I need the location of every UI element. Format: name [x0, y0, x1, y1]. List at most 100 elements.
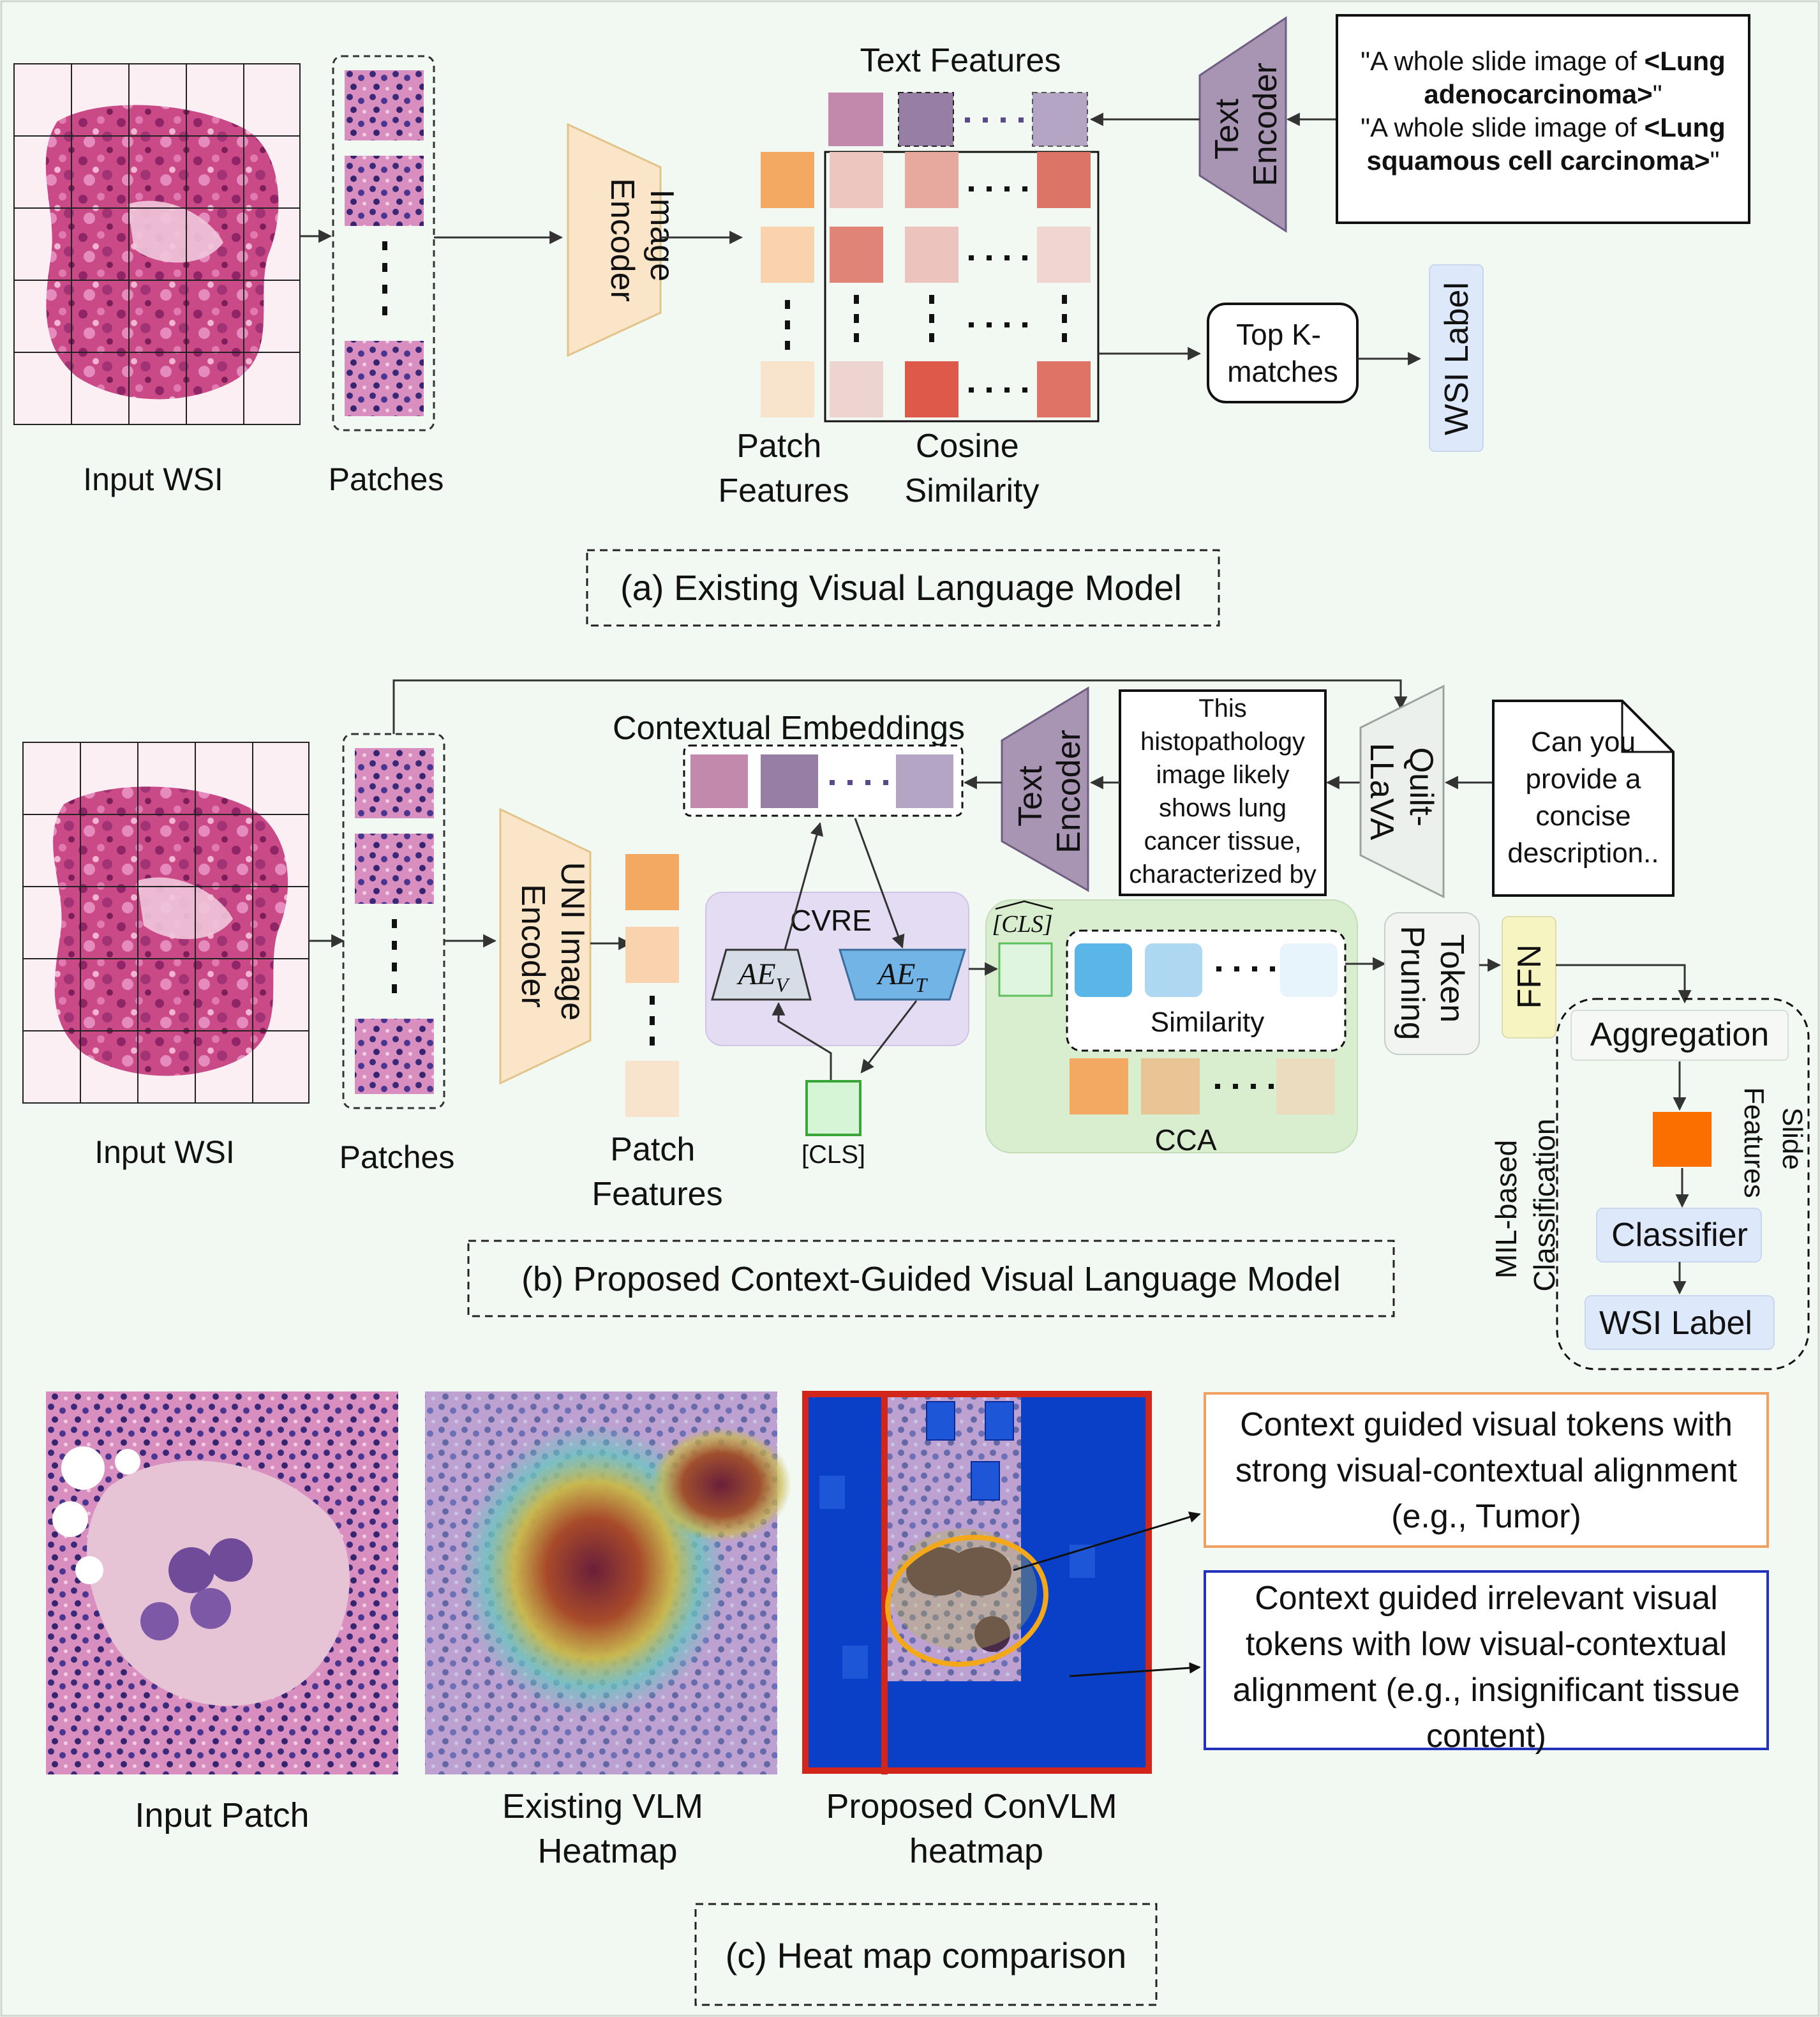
mil-classification-label: MIL-based Classification [1489, 1119, 1561, 1292]
input-wsi-label-a: Input WSI [83, 461, 223, 497]
contextual-embeddings-title: Contextual Embeddings [613, 710, 965, 747]
text-encoder-label-b: Text Encoder [1012, 730, 1087, 853]
wsi-label-box-a [1429, 264, 1484, 452]
patch-thumb [355, 834, 434, 904]
cls-hat-label: [CLS] [992, 911, 1052, 938]
llava-output-text: This histopathology image likely shows l… [1129, 694, 1317, 889]
existing-vlm-heatmap [425, 1391, 791, 1774]
class-prompts-box [1336, 14, 1750, 224]
legend-relevant-box [1204, 1392, 1769, 1548]
patch-thumb [345, 156, 424, 226]
top-k-label: Top K- matches [1227, 318, 1338, 388]
cvre-label: CVRE [790, 904, 872, 937]
text-feature-token [1032, 92, 1088, 147]
ae-v-block [711, 949, 812, 1001]
patch-thumb [355, 1019, 434, 1094]
wsi-thumbnail-a [13, 63, 301, 425]
patch-feature-token [625, 1061, 679, 1117]
patch-thumb [345, 70, 424, 140]
cca-patch-token [1070, 1058, 1128, 1114]
wsi-label-a: WSI Label [1438, 282, 1475, 435]
patch-feature-token [625, 927, 679, 983]
contextual-embeddings-group [683, 744, 964, 817]
prompt-squamous: "A whole slide image of <Lung squamous c… [1361, 112, 1726, 176]
caption-box-c [694, 1903, 1158, 2006]
ffn-box [1502, 916, 1556, 1038]
text-encoder-a [1198, 16, 1287, 233]
query-document [1492, 700, 1675, 897]
cca-patch-token [1276, 1058, 1335, 1114]
text-encoder-b [1001, 686, 1089, 892]
ae-t-block [838, 949, 967, 1001]
existing-heatmap-label: Existing VLM Heatmap [502, 1787, 713, 1870]
slide-feature-token [1653, 1112, 1712, 1167]
uni-image-encoder [499, 807, 592, 1085]
ae-v-label: AEV [736, 957, 791, 996]
text-feature-token [828, 93, 883, 146]
cosine-similarity-label: Cosine Similarity [905, 428, 1040, 509]
cosine-similarity-matrix [824, 151, 1100, 423]
ffn-label: FFN [1511, 944, 1548, 1008]
llava-output-box [1119, 689, 1327, 896]
top-k-matches-box [1207, 303, 1359, 403]
context-token [690, 754, 748, 808]
caption-box-a [586, 549, 1220, 627]
context-token [761, 754, 818, 808]
proposed-convlm-heatmap [802, 1391, 1152, 1774]
caption-c: (c) Heat map comparison [726, 1935, 1127, 1976]
text-features-title: Text Features [860, 42, 1061, 79]
similarity-token [1075, 943, 1132, 997]
input-patch-label: Input Patch [135, 1796, 309, 1834]
patch-feature-token [761, 227, 814, 283]
caption-a: (a) Existing Visual Language Model [620, 567, 1182, 608]
input-wsi-label-b: Input WSI [94, 1134, 235, 1170]
quilt-llava-label: Quilt- LLaVA [1363, 743, 1440, 841]
legend-irrelevant-box [1204, 1570, 1769, 1750]
patch-feature-token [625, 854, 679, 910]
proposed-heatmap-label: Proposed ConVLM heatmap [826, 1787, 1126, 1870]
context-token [896, 754, 953, 808]
aggregation-label: Aggregation [1590, 1016, 1769, 1053]
ae-t-label: AET [876, 957, 929, 996]
wsi-label-b: WSI Label [1599, 1305, 1752, 1342]
patches-label-a: Patches [329, 461, 444, 497]
image-encoder-a [567, 123, 662, 357]
section-c: Input Patch Existing VLM Heatmap [46, 1391, 1769, 2006]
token-pruning-box [1384, 912, 1480, 1055]
similarity-group [1066, 929, 1346, 1052]
patch-feature-token [761, 361, 814, 417]
legend-relevant-text: Context guided visual tokens with strong… [1235, 1406, 1738, 1535]
cls-token [805, 1080, 862, 1136]
patch-thumb [345, 341, 424, 416]
uni-encoder-label: UNI Image Encoder [514, 862, 591, 1030]
quilt-llava-model [1359, 684, 1445, 899]
wsi-label-box-b [1585, 1295, 1775, 1350]
section-b: Input WSI Patches UNI Image Encoder Patc… [22, 679, 1810, 1370]
cca-label: CCA [1154, 1123, 1216, 1157]
refined-cls-token [998, 942, 1053, 997]
cca-patch-token [1141, 1058, 1200, 1114]
text-encoder-label-a: Text Encoder [1209, 63, 1284, 186]
wsi-thumbnail-b [22, 742, 310, 1104]
token-pruning-label: Token Pruning [1394, 926, 1470, 1040]
similarity-label: Similarity [1151, 1007, 1264, 1038]
patch-thumb [355, 748, 434, 818]
patches-group-b [342, 733, 445, 1109]
slide-features-label: Slide Features [1738, 1087, 1808, 1198]
class-prompts-text: "A whole slide image of <Lung adenocarci… [1343, 45, 1743, 177]
patch-features-label-b: Patch Features [592, 1131, 722, 1213]
prompt-adenocarcinoma: "A whole slide image of <Lung adenocarci… [1361, 46, 1726, 109]
image-encoder-label-a: Image Encoder [604, 178, 680, 302]
similarity-token [1145, 943, 1202, 997]
query-text: Can you provide a concise description.. [1507, 726, 1659, 869]
mil-classification-group [1556, 998, 1810, 1370]
input-patch-image [46, 1391, 398, 1774]
patches-label-b: Patches [339, 1139, 455, 1175]
section-a: Input WSI Patches Image Encoder Text Fea… [13, 14, 1750, 627]
aggregation-box [1570, 1010, 1789, 1061]
classifier-label: Classifier [1611, 1217, 1748, 1254]
similarity-token [1280, 943, 1338, 997]
patch-features-label-a: Patch Features [718, 428, 849, 509]
cls-label: [CLS] [802, 1141, 865, 1169]
